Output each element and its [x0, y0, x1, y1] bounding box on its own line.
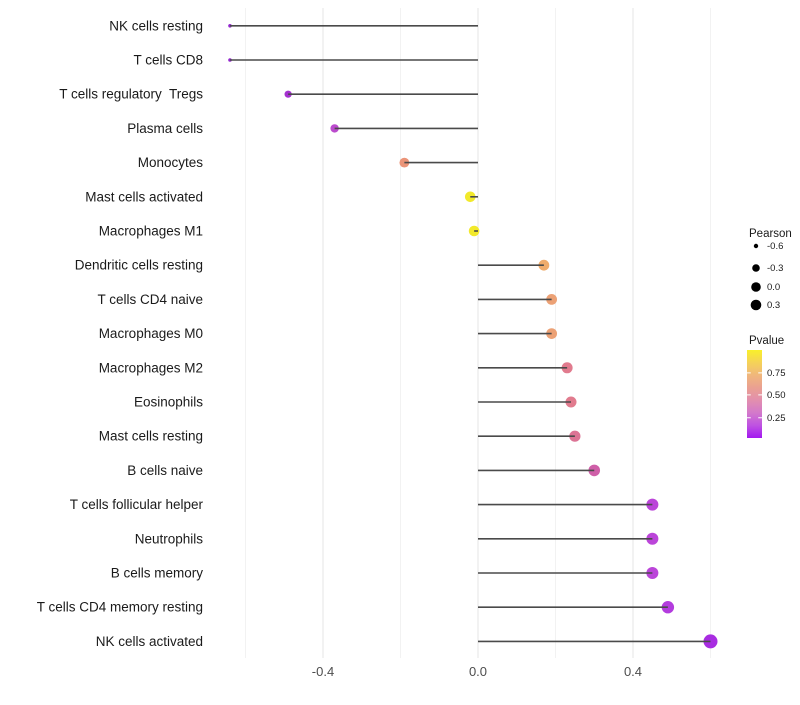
y-axis-label: B cells memory	[111, 566, 204, 581]
y-axis-label: NK cells activated	[96, 634, 203, 649]
y-axis-label: Monocytes	[138, 155, 204, 170]
y-axis-label: T cells regulatory Tregs	[59, 87, 203, 102]
y-axis-label: Dendritic cells resting	[75, 258, 203, 273]
legend-pearson-title: Pearson	[749, 228, 792, 240]
y-axis-label: Mast cells activated	[85, 189, 203, 204]
y-axis-label: Neutrophils	[135, 531, 204, 546]
y-axis-label: T cells CD4 memory resting	[37, 600, 203, 615]
y-axis-label: Mast cells resting	[99, 429, 203, 444]
pvalue-tick-label: 0.50	[767, 390, 786, 401]
y-axis-label: T cells CD8	[133, 53, 203, 68]
y-axis-label: Macrophages M2	[99, 360, 203, 375]
y-axis-label: NK cells resting	[109, 18, 203, 33]
legend-size-label: -0.3	[767, 263, 783, 274]
legend-size-label: 0.3	[767, 300, 780, 311]
y-axis-label: Eosinophils	[134, 395, 203, 410]
legend-size-label: -0.6	[767, 241, 783, 252]
pvalue-tick-label: 0.25	[767, 413, 786, 424]
pvalue-colorbar	[747, 350, 762, 438]
x-axis-tick-label: -0.4	[312, 664, 334, 679]
y-axis-label: Macrophages M1	[99, 224, 203, 239]
legend-size-dot	[750, 299, 762, 311]
x-axis-tick-label: 0.4	[624, 664, 642, 679]
legend-pvalue-title: Pvalue	[749, 335, 784, 347]
y-axis-label: T cells follicular helper	[70, 497, 204, 512]
y-axis-label: Plasma cells	[127, 121, 203, 136]
legend-size-dot	[751, 282, 761, 292]
x-axis-tick-label: 0.0	[469, 664, 487, 679]
legend-size-label: 0.0	[767, 282, 780, 293]
y-axis-label: Macrophages M0	[99, 326, 203, 341]
y-axis-label: B cells naive	[127, 463, 203, 478]
pvalue-tick-label: 0.75	[767, 368, 786, 379]
legend-size-dot	[753, 243, 759, 249]
y-axis-label: T cells CD4 naive	[97, 292, 203, 307]
legend-size-dot	[752, 264, 760, 272]
